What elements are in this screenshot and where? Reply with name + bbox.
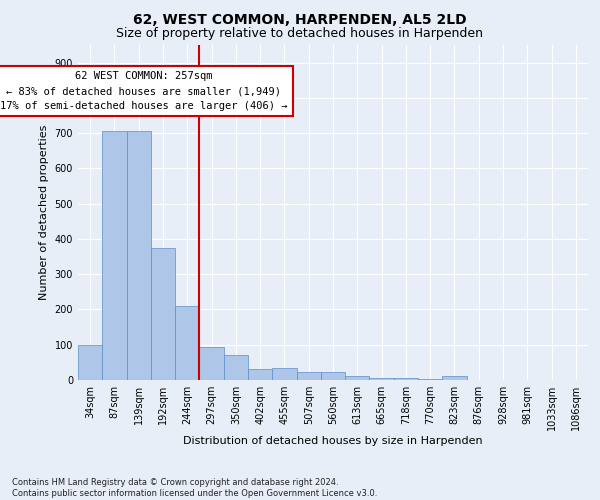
Bar <box>442 376 467 380</box>
Y-axis label: Number of detached properties: Number of detached properties <box>39 125 49 300</box>
Bar <box>296 372 321 380</box>
Text: Contains HM Land Registry data © Crown copyright and database right 2024.
Contai: Contains HM Land Registry data © Crown c… <box>12 478 377 498</box>
Bar <box>78 344 102 380</box>
Bar <box>127 130 151 380</box>
Bar <box>175 306 199 380</box>
Bar <box>224 354 248 380</box>
Bar <box>151 248 175 380</box>
Bar <box>345 376 370 380</box>
Text: 62 WEST COMMON: 257sqm
← 83% of detached houses are smaller (1,949)
17% of semi-: 62 WEST COMMON: 257sqm ← 83% of detached… <box>0 72 287 111</box>
Bar <box>394 378 418 380</box>
Bar <box>321 372 345 380</box>
Bar <box>370 378 394 380</box>
Bar <box>199 346 224 380</box>
Bar <box>248 370 272 380</box>
Text: 62, WEST COMMON, HARPENDEN, AL5 2LD: 62, WEST COMMON, HARPENDEN, AL5 2LD <box>133 12 467 26</box>
Text: Size of property relative to detached houses in Harpenden: Size of property relative to detached ho… <box>116 28 484 40</box>
X-axis label: Distribution of detached houses by size in Harpenden: Distribution of detached houses by size … <box>183 436 483 446</box>
Bar <box>102 130 127 380</box>
Bar <box>272 368 296 380</box>
